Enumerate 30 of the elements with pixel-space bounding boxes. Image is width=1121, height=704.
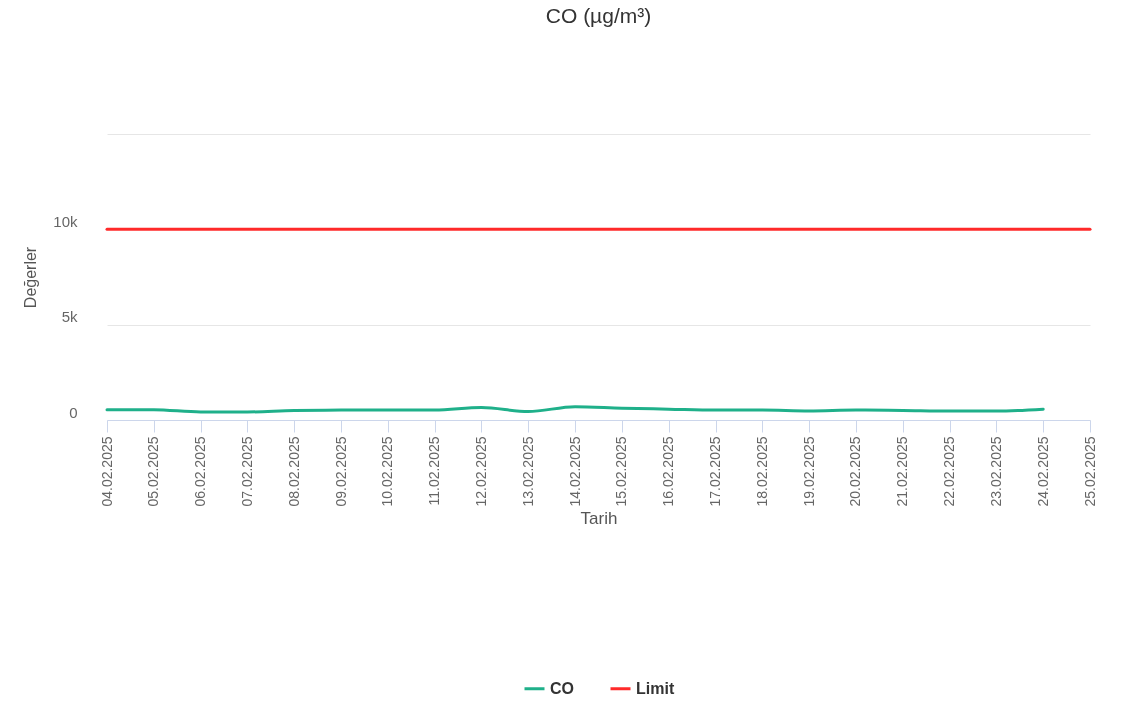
x-tick-label: 08.02.2025 — [285, 436, 302, 507]
x-tick-label: 15.02.2025 — [613, 436, 630, 507]
x-tick-label: 12.02.2025 — [472, 436, 489, 507]
y-axis-title: Değerler — [22, 246, 40, 309]
x-tick-label: 11.02.2025 — [426, 436, 443, 506]
x-tick-label: 18.02.2025 — [753, 436, 770, 507]
x-tick-label: 05.02.2025 — [145, 436, 162, 507]
x-tick-label: 20.02.2025 — [847, 436, 864, 507]
x-tick-label: 16.02.2025 — [660, 436, 677, 507]
x-tick-label: 25.02.2025 — [1081, 436, 1098, 507]
x-tick-label: 23.02.2025 — [987, 436, 1004, 507]
x-tick-label: 10.02.2025 — [379, 436, 396, 507]
x-tick-label: 24.02.2025 — [1034, 436, 1051, 507]
x-tick-label: 09.02.2025 — [332, 436, 349, 507]
chart-title: CO (µg/m³) — [545, 4, 652, 27]
x-tick-label: 13.02.2025 — [519, 436, 536, 507]
legend-label: CO — [550, 679, 574, 697]
y-tick-label: 0 — [69, 403, 78, 421]
x-axis-title: Tarih — [580, 508, 618, 528]
x-tick-label: 21.02.2025 — [894, 436, 911, 507]
x-tick-label: 06.02.2025 — [192, 436, 209, 507]
x-tick-label: 14.02.2025 — [566, 436, 583, 507]
y-tick-label: 10k — [53, 212, 78, 230]
legend-label: Limit — [636, 679, 675, 697]
x-tick-label: 22.02.2025 — [941, 436, 958, 507]
y-tick-label: 5k — [61, 308, 78, 326]
x-tick-label: 19.02.2025 — [800, 436, 817, 507]
x-tick-label: 07.02.2025 — [238, 436, 255, 507]
x-tick-label: 04.02.2025 — [98, 436, 115, 507]
x-tick-label: 17.02.2025 — [707, 436, 724, 507]
